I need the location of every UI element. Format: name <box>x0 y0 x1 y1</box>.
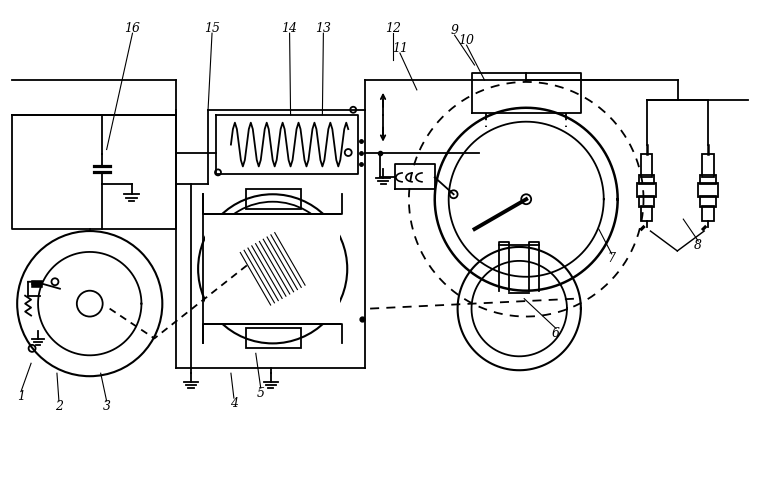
Bar <box>246 189 301 209</box>
Bar <box>700 196 716 207</box>
Text: 8: 8 <box>694 240 702 252</box>
Text: 10: 10 <box>459 34 474 46</box>
Bar <box>700 175 716 184</box>
Text: 1: 1 <box>17 389 25 402</box>
Text: 5: 5 <box>257 387 265 399</box>
Bar <box>702 155 714 177</box>
Bar <box>246 329 301 348</box>
Bar <box>639 175 654 184</box>
Text: 15: 15 <box>204 22 220 35</box>
Text: 6: 6 <box>552 327 560 340</box>
Bar <box>702 206 714 221</box>
Text: 3: 3 <box>103 399 111 412</box>
Bar <box>639 196 654 207</box>
Bar <box>640 155 653 177</box>
FancyBboxPatch shape <box>236 229 309 309</box>
Text: 9: 9 <box>450 24 459 37</box>
Text: 4: 4 <box>230 397 238 410</box>
Text: 13: 13 <box>315 22 331 35</box>
Text: 2: 2 <box>55 399 63 412</box>
Bar <box>698 183 718 197</box>
Text: 16: 16 <box>125 22 140 35</box>
Bar <box>205 214 340 322</box>
Text: 7: 7 <box>608 252 615 265</box>
Text: 11: 11 <box>392 42 408 55</box>
Bar <box>640 206 653 221</box>
Text: 12: 12 <box>385 22 401 35</box>
Text: 14: 14 <box>281 22 298 35</box>
Bar <box>636 183 657 197</box>
